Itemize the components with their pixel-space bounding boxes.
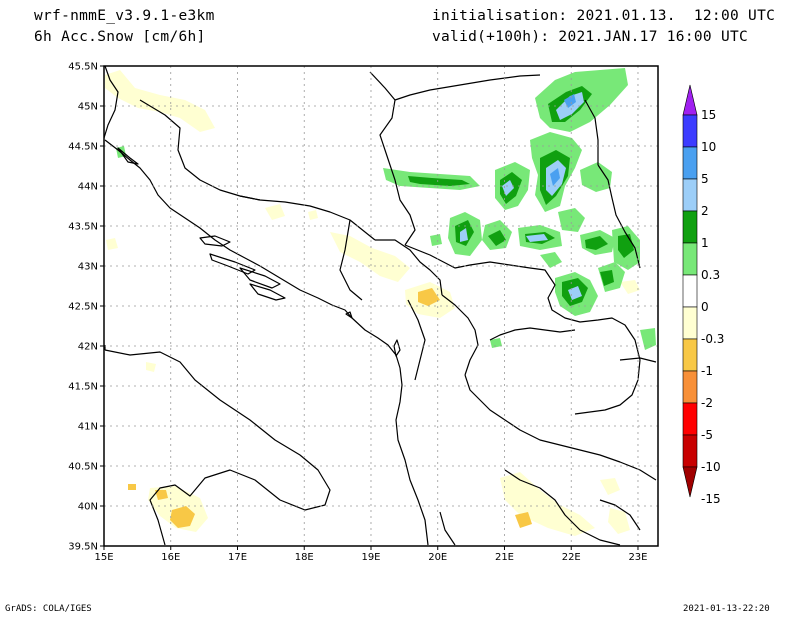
lon-label: 18E bbox=[295, 552, 314, 563]
init-time: initialisation: 2021.01.13. 12:00 UTC bbox=[432, 8, 776, 24]
lat-label: 41N bbox=[78, 422, 98, 433]
footer-left: GrADS: COLA/IGES bbox=[5, 604, 92, 614]
colorbar-label: 0 bbox=[701, 300, 709, 314]
colorbar-label: 0.3 bbox=[701, 268, 720, 282]
colorbar-label: -1 bbox=[701, 364, 713, 378]
colorbar: 15 10 5 2 1 0.3 0 -0.3 -1 -2 -5 -10 -15 bbox=[682, 84, 724, 506]
footer-right: 2021-01-13-22:20 bbox=[683, 604, 770, 614]
lat-label: 43N bbox=[78, 262, 98, 273]
lat-label: 40.5N bbox=[68, 462, 98, 473]
lat-label: 41.5N bbox=[68, 382, 98, 393]
colorbar-label: 5 bbox=[701, 172, 709, 186]
lon-label: 22E bbox=[562, 552, 581, 563]
lat-label: 40N bbox=[78, 502, 98, 513]
lon-label: 17E bbox=[228, 552, 247, 563]
longitude-labels: 15E 16E 17E 18E 19E 20E 21E 22E 23E bbox=[94, 546, 647, 563]
colorbar-swatch bbox=[682, 434, 698, 468]
colorbar-swatch bbox=[682, 210, 698, 244]
lon-label: 19E bbox=[361, 552, 380, 563]
colorbar-swatch bbox=[682, 146, 698, 180]
colorbar-label: 10 bbox=[701, 140, 716, 154]
lat-label: 45N bbox=[78, 102, 98, 113]
valid-time: valid(+100h): 2021.JAN.17 16:00 UTC bbox=[432, 29, 749, 45]
lat-label: 42.5N bbox=[68, 302, 98, 313]
model-title: wrf-nmmE_v3.9.1-e3km bbox=[34, 8, 215, 24]
lat-label: 44.5N bbox=[68, 142, 98, 153]
colorbar-label: 2 bbox=[701, 204, 709, 218]
latitude-labels: 45.5N 45N 44.5N 44N 43.5N 43N 42.5N 42N 41.5N 41N… bbox=[68, 62, 104, 553]
lat-label: 44N bbox=[78, 182, 98, 193]
lat-lon-grid bbox=[104, 66, 658, 546]
colorbar-swatch bbox=[682, 370, 698, 404]
lat-label: 39.5N bbox=[68, 542, 98, 553]
snow-fields bbox=[105, 68, 656, 536]
lat-label: 45.5N bbox=[68, 62, 98, 73]
colorbar-swatch bbox=[682, 178, 698, 212]
colorbar-swatch bbox=[682, 114, 698, 148]
colorbar-label: 15 bbox=[701, 108, 716, 122]
colorbar-label: -15 bbox=[701, 492, 721, 506]
colorbar-top-arrow bbox=[682, 84, 698, 116]
colorbar-swatch bbox=[682, 242, 698, 276]
colorbar-swatch bbox=[682, 306, 698, 340]
lat-label: 42N bbox=[78, 342, 98, 353]
colorbar-label: -0.3 bbox=[701, 332, 724, 346]
colorbar-swatch bbox=[682, 338, 698, 372]
field-title: 6h Acc.Snow [cm/6h] bbox=[34, 29, 206, 45]
colorbar-bottom-arrow bbox=[682, 466, 698, 498]
colorbar-swatch bbox=[682, 402, 698, 436]
lon-label: 21E bbox=[495, 552, 514, 563]
colorbar-label: -2 bbox=[701, 396, 713, 410]
lat-label: 43.5N bbox=[68, 222, 98, 233]
lon-label: 20E bbox=[428, 552, 447, 563]
lon-label: 15E bbox=[94, 552, 113, 563]
colorbar-label: -10 bbox=[701, 460, 721, 474]
colorbar-label: -5 bbox=[701, 428, 713, 442]
lon-label: 23E bbox=[628, 552, 647, 563]
coastlines-and-borders bbox=[103, 65, 657, 546]
colorbar-swatch bbox=[682, 274, 698, 308]
colorbar-label: 1 bbox=[701, 236, 709, 250]
lon-label: 16E bbox=[161, 552, 180, 563]
